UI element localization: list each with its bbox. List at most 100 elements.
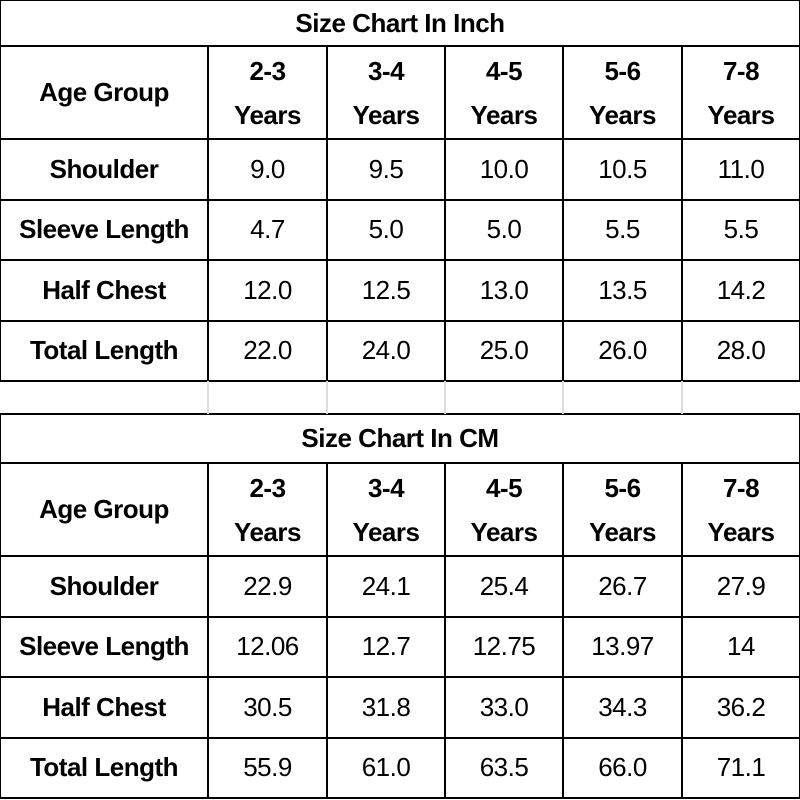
value-cell: 14 — [681, 615, 800, 678]
value-cell: 13.97 — [562, 615, 683, 678]
measurement-value: 24.0 — [361, 335, 411, 366]
value-cell: 63.5 — [444, 736, 564, 799]
age-range: 3-4 — [367, 55, 405, 86]
value-cell: 11.0 — [681, 138, 800, 201]
measurement-value: 10.5 — [598, 153, 647, 184]
value-cell: 5.5 — [681, 198, 800, 261]
measurement-value: 26.7 — [598, 570, 647, 601]
measurement-value: 13.0 — [479, 274, 529, 305]
value-cell: 34.3 — [562, 676, 683, 739]
row-label-cell: Sleeve Length — [0, 198, 209, 261]
column-header-cell: 5-6 Years — [562, 45, 683, 140]
header-label-cell: Age Group — [0, 462, 209, 557]
measurement-value: 30.5 — [243, 691, 292, 722]
measurement-value: 33.0 — [479, 691, 529, 722]
age-range: 5-6 — [604, 55, 641, 86]
measurement-value: 12.5 — [361, 274, 411, 305]
column-header-cell: 3-4 Years — [326, 45, 446, 140]
value-cell: 9.5 — [326, 138, 446, 201]
measurement-value: 5.0 — [368, 214, 404, 245]
value-cell: 5.0 — [444, 198, 564, 261]
value-cell: 61.0 — [326, 736, 446, 799]
value-cell: 26.0 — [562, 319, 683, 382]
age-unit: Years — [589, 516, 656, 547]
value-cell: 10.0 — [444, 138, 564, 201]
measurement-value: 4.7 — [250, 214, 285, 245]
measurement-value: 12.0 — [243, 274, 292, 305]
value-cell: 14.2 — [681, 259, 800, 322]
value-cell: 26.7 — [562, 555, 683, 618]
row-label: Total Length — [29, 335, 179, 366]
value-cell: 24.1 — [326, 555, 446, 618]
row-label-cell: Half Chest — [0, 259, 209, 322]
measurement-value: 13.97 — [591, 631, 654, 662]
measurement-value: 5.5 — [723, 214, 759, 245]
value-cell: 12.75 — [444, 615, 564, 678]
measurement-value: 63.5 — [479, 752, 529, 783]
value-cell: 22.0 — [207, 319, 328, 382]
column-header-cell: 7-8 Years — [681, 45, 800, 140]
value-cell: 36.2 — [681, 676, 800, 739]
value-cell: 12.7 — [326, 615, 446, 678]
measurement-value: 9.0 — [250, 153, 285, 184]
column-header-cell: 2-3 Years — [207, 462, 328, 557]
spacer-cell — [326, 381, 446, 414]
column-header-cell: 4-5 Years — [444, 462, 564, 557]
value-cell: 33.0 — [444, 676, 564, 739]
value-cell: 4.7 — [207, 198, 328, 261]
measurement-value: 9.5 — [368, 153, 404, 184]
column-header-cell: 4-5 Years — [444, 45, 564, 140]
measurement-value: 24.1 — [361, 570, 411, 601]
measurement-value: 28.0 — [716, 335, 766, 366]
value-cell: 24.0 — [326, 319, 446, 382]
measurement-value: 31.8 — [361, 691, 411, 722]
age-unit: Years — [234, 99, 301, 130]
measurement-value: 12.7 — [361, 631, 411, 662]
value-cell: 22.9 — [207, 555, 328, 618]
value-cell: 13.5 — [562, 259, 683, 322]
age-range: 7-8 — [722, 55, 760, 86]
row-label-cell: Shoulder — [0, 138, 209, 201]
value-cell: 12.06 — [207, 615, 328, 678]
measurement-value: 71.1 — [716, 752, 766, 783]
spacer-cell — [207, 381, 328, 414]
spacer-cell — [681, 381, 800, 414]
age-unit: Years — [470, 99, 538, 130]
measurement-value: 66.0 — [598, 752, 647, 783]
row-label-cell: Total Length — [0, 319, 209, 382]
column-header-cell: 7-8 Years — [681, 462, 800, 557]
row-label-cell: Sleeve Length — [0, 615, 209, 678]
column-header-cell: 2-3 Years — [207, 45, 328, 140]
measurement-value: 22.0 — [243, 335, 292, 366]
value-cell: 30.5 — [207, 676, 328, 739]
measurement-value: 5.5 — [605, 214, 640, 245]
measurement-value: 12.75 — [472, 631, 536, 662]
row-label-cell: Half Chest — [0, 676, 209, 739]
table-title: Size Chart In CM — [301, 423, 499, 453]
row-label: Shoulder — [49, 570, 159, 601]
header-label: Age Group — [39, 494, 169, 524]
age-unit: Years — [470, 516, 538, 547]
age-unit: Years — [352, 99, 420, 130]
row-label-cell: Shoulder — [0, 555, 209, 618]
value-cell: 12.0 — [207, 259, 328, 322]
value-cell: 5.0 — [326, 198, 446, 261]
value-cell: 12.5 — [326, 259, 446, 322]
age-range: 4-5 — [485, 55, 523, 86]
measurement-value: 22.9 — [243, 570, 292, 601]
value-cell: 10.5 — [562, 138, 683, 201]
measurement-value: 10.0 — [479, 153, 529, 184]
measurement-value: 13.5 — [598, 274, 647, 305]
measurement-value: 5.0 — [486, 214, 522, 245]
measurement-value: 14.2 — [716, 274, 766, 305]
value-cell: 25.4 — [444, 555, 564, 618]
row-label: Sleeve Length — [19, 214, 189, 245]
spacer-cell — [0, 381, 209, 414]
row-label: Half Chest — [42, 691, 166, 722]
age-unit: Years — [707, 516, 775, 547]
row-label: Total Length — [29, 752, 179, 783]
measurement-value: 11.0 — [717, 153, 765, 184]
row-label-cell: Total Length — [0, 736, 209, 799]
age-range: 5-6 — [604, 472, 641, 503]
